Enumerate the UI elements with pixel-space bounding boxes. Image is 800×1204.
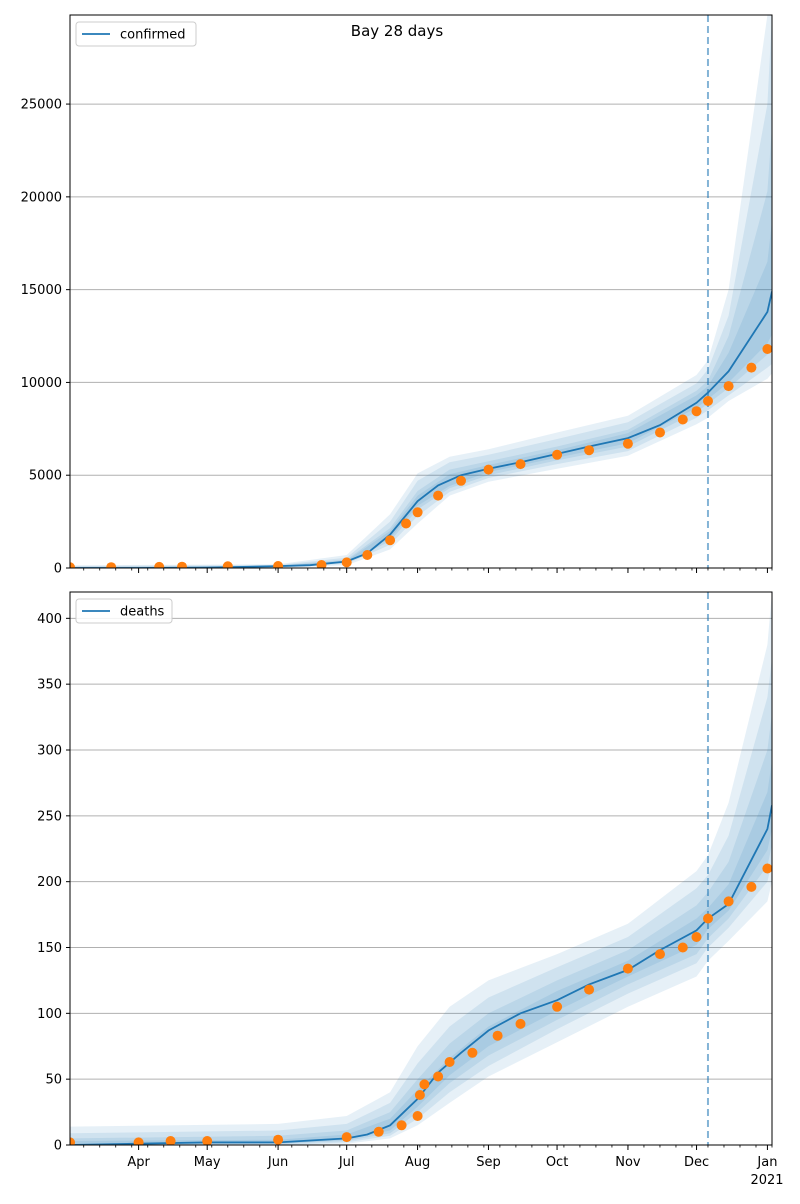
- confirmed-observed-point: [177, 561, 187, 568]
- deaths-panel: 0 50 100 150 200 250 300 350 400 Apr May Jun Jul Aug S…: [37, 591, 777, 1170]
- plot-area: [70, 15, 772, 568]
- y-tick-label: 15000: [21, 283, 62, 298]
- deaths-observed-point: [703, 913, 713, 924]
- y-tick-label: 20000: [21, 190, 62, 205]
- confirmed-observed-point: [483, 464, 494, 475]
- x-year-label: 2021: [750, 1173, 783, 1188]
- x-tick-label: Apr: [127, 1155, 150, 1170]
- legend: confirmed: [75, 21, 197, 47]
- confirmed-observed-point: [746, 362, 757, 373]
- confirmed-observed-point: [433, 490, 444, 501]
- confirmed-observed-point: [622, 438, 633, 449]
- y-tick-label: 0: [54, 562, 62, 577]
- deaths-observed-point: [70, 1137, 75, 1145]
- legend-box: [75, 21, 197, 47]
- legend: deaths: [75, 598, 173, 624]
- confirmed-observed-point: [691, 406, 702, 417]
- deaths-observed-point: [691, 932, 702, 942]
- x-tick-label: Dec: [684, 1155, 709, 1170]
- y-tick-label: 300: [37, 744, 62, 759]
- legend-label: deaths: [120, 605, 165, 620]
- confirmed-observed-point: [70, 562, 75, 568]
- deaths-observed-point: [746, 881, 757, 892]
- deaths-model-line: [70, 805, 772, 1145]
- x-tick-label: Jan: [756, 1155, 777, 1170]
- deaths-observed-point: [433, 1071, 444, 1082]
- x-tick-label: Oct: [546, 1155, 568, 1170]
- y-tick-label: 200: [37, 875, 62, 890]
- deaths-observed-point: [165, 1136, 176, 1145]
- deaths-observed-point: [677, 942, 688, 953]
- deaths-observed-point: [515, 1018, 526, 1029]
- uncertainty-band-2: [70, 15, 772, 568]
- deaths-observed-point: [622, 963, 633, 974]
- confirmed-observed-point: [106, 562, 117, 568]
- confirmed-observed-point: [723, 381, 734, 392]
- deaths-observed-point: [723, 896, 734, 907]
- confirmed-observed-point: [703, 396, 713, 406]
- confirmed-observed-point: [515, 459, 526, 470]
- legend-box: [75, 598, 173, 624]
- deaths-observed-point: [419, 1079, 430, 1090]
- confirmed-observed-point: [362, 550, 373, 560]
- y-tick-label: 5000: [29, 469, 62, 484]
- y-tick-label: 350: [37, 678, 62, 693]
- x-tick-label: Aug: [405, 1155, 430, 1170]
- confirmed-observed-point: [456, 475, 466, 486]
- legend-label: confirmed: [120, 28, 186, 43]
- deaths-observed-point: [373, 1126, 384, 1137]
- deaths-observed-point: [467, 1047, 478, 1058]
- uncertainty-band-3: [70, 713, 772, 1145]
- y-tick-label: 400: [37, 612, 62, 627]
- deaths-observed-point: [552, 1001, 563, 1012]
- x-tick-label: Jun: [267, 1155, 288, 1170]
- confirmed-observed-point: [273, 561, 284, 568]
- confirmed-observed-point: [341, 557, 352, 568]
- y-tick-label: 25000: [21, 98, 62, 113]
- confirmed-observed-point: [677, 414, 688, 425]
- deaths-observed-point: [492, 1030, 503, 1041]
- confirmed-observed-point: [655, 427, 665, 438]
- axes-frame: [69, 14, 773, 569]
- uncertainty-band-1: [70, 592, 772, 1145]
- confirmed-observed-point: [552, 449, 563, 460]
- x-tick-label: May: [194, 1155, 221, 1170]
- y-tick-label: 250: [37, 809, 62, 824]
- y-tick-label: 50: [45, 1073, 62, 1088]
- plot-area: [70, 592, 772, 1145]
- confirmed-observed-point: [584, 445, 595, 456]
- y-tick-label: 150: [37, 941, 62, 956]
- x-tick-label: Nov: [615, 1155, 641, 1170]
- confirmed-observed-point: [154, 561, 165, 568]
- confirmed-observed-point: [401, 518, 412, 529]
- x-tick-label: Jul: [338, 1155, 355, 1170]
- axes-frame: [69, 591, 773, 1146]
- confirmed-panel: 0 5000 10000 15000 20000 25000 confirmed: [21, 14, 773, 577]
- deaths-observed-point: [584, 984, 595, 995]
- uncertainty-band-1: [70, 15, 772, 568]
- confirmed-model-line: [70, 291, 772, 568]
- confirmed-observed-point: [316, 560, 327, 568]
- deaths-observed-point: [202, 1136, 213, 1145]
- deaths-observed-point: [444, 1057, 455, 1067]
- deaths-observed-point: [273, 1134, 284, 1145]
- confirmed-observed-point: [762, 344, 772, 354]
- figure-title: Bay 28 days: [351, 22, 444, 40]
- deaths-observed-point: [412, 1111, 423, 1121]
- confirmed-observed-point: [412, 507, 423, 518]
- deaths-observed-point: [133, 1137, 144, 1145]
- y-tick-label: 10000: [21, 376, 62, 391]
- y-tick-label: 100: [37, 1007, 62, 1022]
- deaths-observed-point: [762, 863, 772, 874]
- y-tick-label: 0: [54, 1139, 62, 1154]
- deaths-observed-point: [414, 1090, 425, 1100]
- x-tick-label: Sep: [476, 1155, 501, 1170]
- confirmed-observed-point: [385, 535, 396, 546]
- deaths-observed-point: [341, 1132, 352, 1143]
- confirmed-observed-point: [222, 561, 233, 568]
- deaths-observed-point: [396, 1120, 407, 1131]
- deaths-observed-point: [655, 949, 665, 960]
